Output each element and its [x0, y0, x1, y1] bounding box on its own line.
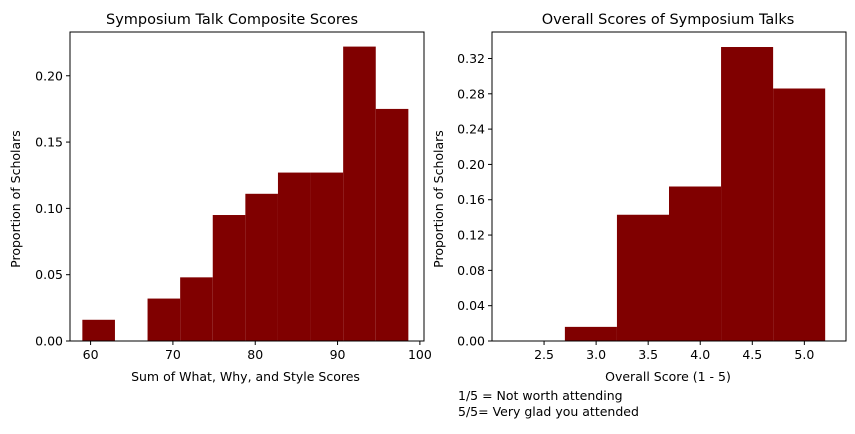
- overall-scores-chart: Overall Scores of Symposium Talks Overal…: [431, 12, 847, 384]
- composite-xtick-label-2: 80: [247, 347, 263, 362]
- composite-ytick-label-1: 0.05: [35, 267, 63, 282]
- overall-xtick-label-1: 3.0: [586, 347, 606, 362]
- composite-bar-8: [343, 46, 376, 341]
- overall-ytick-label-6: 0.24: [457, 122, 485, 137]
- composite-bars: [82, 46, 409, 341]
- overall-bar-2: [616, 214, 669, 341]
- overall-xtick-label-5: 5.0: [794, 347, 814, 362]
- overall-chart-ylabel: Proportion of Scholars: [431, 130, 446, 268]
- composite-xtick-label-3: 90: [330, 347, 346, 362]
- composite-ytick-label-2: 0.10: [35, 201, 63, 216]
- composite-chart-ylabel: Proportion of Scholars: [8, 130, 23, 268]
- overall-chart-xlabel: Overall Score (1 - 5): [605, 369, 731, 384]
- composite-chart-xlabel: Sum of What, Why, and Style Scores: [131, 369, 360, 384]
- overall-bar-5: [773, 88, 826, 341]
- composite-bar-3: [180, 277, 213, 341]
- overall-ytick-label-0: 0.00: [457, 334, 485, 349]
- composite-xtick-label-1: 70: [165, 347, 181, 362]
- overall-xtick-label-3: 4.0: [690, 347, 710, 362]
- overall-ytick-label-7: 0.28: [457, 86, 485, 101]
- overall-ytick-label-2: 0.08: [457, 263, 485, 278]
- scale-note-high: 5/5= Very glad you attended: [458, 404, 639, 419]
- composite-xtick-label-0: 60: [83, 347, 99, 362]
- composite-bar-6: [277, 172, 311, 341]
- composite-ytick-label-0: 0.00: [35, 334, 63, 349]
- overall-bar-4: [721, 47, 774, 341]
- composite-ytick-label-4: 0.20: [35, 68, 63, 83]
- composite-scores-chart: Symposium Talk Composite Scores Sum of W…: [8, 12, 432, 384]
- overall-xtick-label-0: 2.5: [534, 347, 554, 362]
- scale-note-low: 1/5 = Not worth attending: [458, 388, 623, 403]
- composite-ytick-label-3: 0.15: [35, 135, 63, 150]
- composite-chart-title: Symposium Talk Composite Scores: [106, 12, 358, 28]
- composite-bar-7: [310, 172, 344, 341]
- composite-bar-4: [212, 215, 246, 341]
- composite-xtick-label-4: 100: [408, 347, 432, 362]
- composite-ticks: 60 70 80 90 100 0.00 0.05 0.10 0.15 0.20: [35, 68, 432, 362]
- overall-xtick-label-4: 4.5: [742, 347, 762, 362]
- composite-bar-9: [375, 108, 409, 341]
- overall-ticks: 2.5 3.0 3.5 4.0 4.5 5.0 0.00 0.04 0.08 0.12 0.16 0.…: [457, 51, 814, 362]
- overall-plot-frame: [491, 31, 847, 342]
- overall-ytick-label-3: 0.12: [457, 228, 485, 243]
- composite-plot-frame: [69, 31, 425, 342]
- composite-bar-5: [245, 193, 278, 341]
- composite-bar-0: [82, 319, 115, 341]
- composite-bar-2: [147, 298, 181, 341]
- overall-bars: [564, 47, 826, 341]
- overall-xtick-label-2: 3.5: [638, 347, 658, 362]
- overall-ytick-label-5: 0.20: [457, 157, 485, 172]
- overall-ytick-label-4: 0.16: [457, 192, 485, 207]
- overall-bar-1: [564, 326, 617, 341]
- overall-ytick-label-8: 0.32: [457, 51, 485, 66]
- overall-bar-3: [669, 186, 722, 341]
- overall-ytick-label-1: 0.04: [457, 298, 485, 313]
- overall-chart-title: Overall Scores of Symposium Talks: [542, 12, 795, 28]
